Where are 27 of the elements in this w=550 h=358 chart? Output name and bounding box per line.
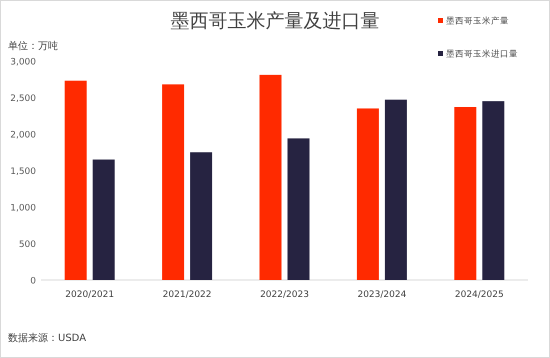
legend-label: 墨西哥玉米进口量 xyxy=(446,48,518,60)
chart-title: 墨西哥玉米产量及进口量 xyxy=(170,10,380,32)
x-tick-label: 2023/2024 xyxy=(357,290,407,300)
bar xyxy=(454,106,476,280)
y-tick-label: 0 xyxy=(30,276,36,286)
y-tick-label: 1,500 xyxy=(10,167,36,177)
x-tick-label: 2022/2023 xyxy=(260,290,309,300)
bar xyxy=(64,80,87,280)
x-tick-label: 2020/2021 xyxy=(65,290,114,300)
bar xyxy=(260,74,282,280)
y-tick-label: 2,500 xyxy=(10,94,36,104)
source-note: 数据来源：USDA xyxy=(8,332,86,344)
legend-label: 墨西哥玉米产量 xyxy=(446,16,509,26)
bar xyxy=(190,152,212,280)
x-tick-label: 2021/2022 xyxy=(162,290,212,300)
bar xyxy=(356,108,379,280)
y-axis-title: 单位：万吨 xyxy=(8,40,58,52)
y-tick-label: 1,000 xyxy=(10,204,36,214)
y-tick-label: 500 xyxy=(18,240,36,250)
bar xyxy=(288,138,310,280)
bar xyxy=(482,101,504,280)
bar xyxy=(384,100,407,280)
y-tick-label: 3,000 xyxy=(10,58,36,68)
bar xyxy=(92,160,115,280)
y-tick-label: 2,000 xyxy=(10,130,36,140)
x-tick-label: 2024/2025 xyxy=(454,290,504,300)
bar xyxy=(162,84,184,280)
